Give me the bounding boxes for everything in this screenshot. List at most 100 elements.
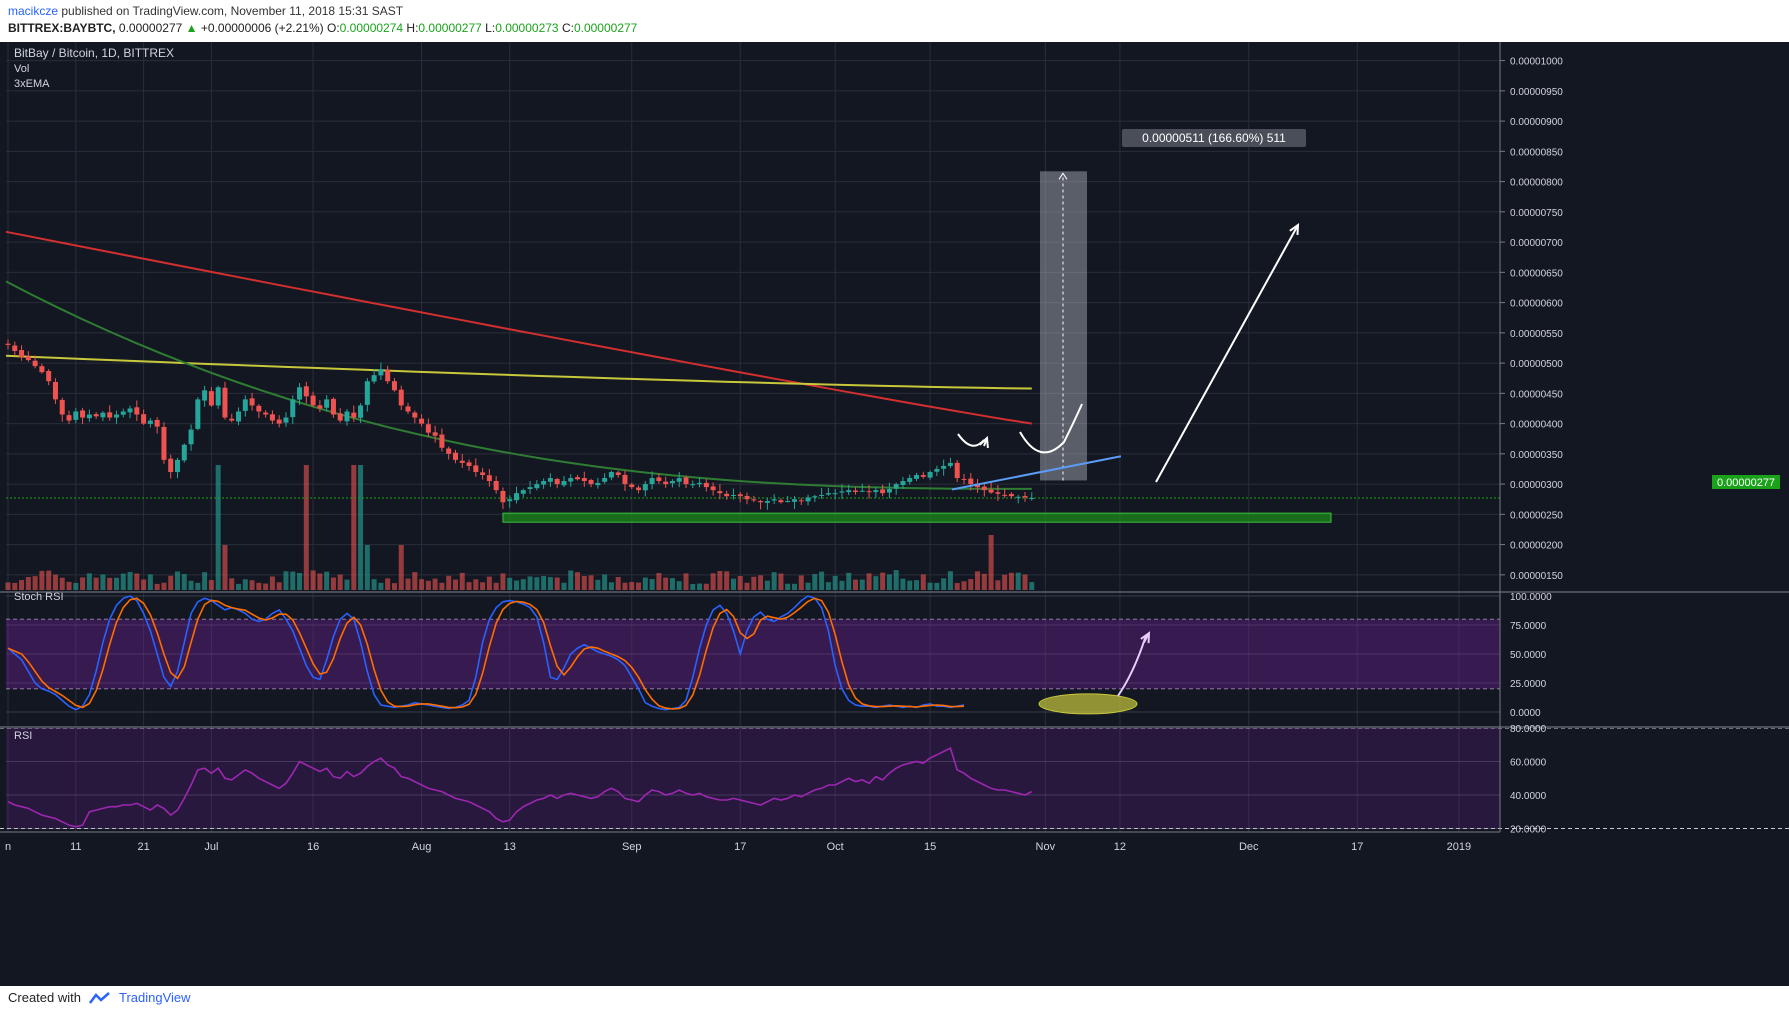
author-link[interactable]: macikcze (8, 4, 59, 18)
y-tick-label: 0.00000400 (1510, 420, 1563, 431)
candle-body (798, 500, 804, 502)
volume-bar (602, 574, 608, 590)
volume-bar (202, 572, 208, 590)
volume-bar (446, 575, 452, 590)
volume-bar (778, 573, 784, 590)
rsi-line (7, 746, 1033, 828)
ema-lines (5, 230, 1500, 499)
candle-body (724, 493, 730, 497)
candle-body (941, 465, 947, 469)
volume-bar (514, 580, 519, 590)
volume-bar (703, 583, 709, 590)
volume-bar (541, 576, 547, 590)
candle-body (893, 484, 899, 489)
candle-body (473, 465, 479, 472)
candle-body (242, 399, 248, 411)
stoch-y-label: 100.0000 (1510, 592, 1552, 603)
candle-body (866, 491, 872, 493)
rsi-title: RSI (14, 730, 32, 742)
candle-body (744, 495, 750, 500)
drawings[interactable] (951, 222, 1300, 715)
volume-bar (297, 572, 303, 590)
candle-body (5, 343, 11, 345)
candle-body (832, 493, 838, 495)
candle-body (629, 484, 635, 488)
candle-body (446, 448, 452, 454)
candle-body (39, 366, 45, 373)
volume-bar (907, 580, 913, 590)
volume-bar (927, 582, 933, 590)
volume-bar (93, 577, 99, 590)
oversold-ellipse (1038, 693, 1138, 715)
measure-tool[interactable] (1040, 171, 1087, 481)
candle-body (812, 496, 818, 498)
y-tick-label: 0.00000250 (1510, 510, 1563, 521)
volume-bar (439, 582, 445, 590)
candle-body (181, 444, 187, 461)
candle-body (229, 418, 235, 421)
volume-bars (5, 465, 1035, 590)
stoch-d-line (7, 597, 965, 710)
volume-bar (941, 578, 947, 590)
candle-body (364, 381, 370, 405)
volume-bar (920, 574, 926, 590)
open-label: O: (327, 21, 340, 35)
candle-body (466, 462, 472, 466)
volume-bar (351, 465, 357, 590)
trading-chart[interactable]: n 11 21 Jul 16 Aug 13 Sep 17 Oct 15 Nov 12 Dec 17 2019 0… (0, 42, 1789, 986)
volume-bar (547, 577, 553, 590)
target-arrow (1155, 224, 1299, 483)
candle-body (846, 490, 852, 493)
volume-bar (215, 465, 221, 590)
candle-body (127, 408, 133, 413)
volume-bar (676, 581, 682, 590)
volume-bar (663, 577, 669, 590)
volume-bar (751, 576, 757, 590)
y-tick-label: 0.00000950 (1510, 87, 1563, 98)
volume-bar (12, 582, 18, 590)
volume-bar (629, 581, 635, 590)
volume-bar (622, 582, 628, 590)
footer-brand[interactable]: TradingView (118, 990, 191, 1005)
candle-body (378, 369, 384, 376)
candle-body (344, 411, 350, 422)
x-tick-label: 17 (1351, 841, 1363, 853)
publish-info: published on TradingView.com, November 1… (61, 4, 404, 18)
candle-body (486, 475, 492, 482)
volume-bar (466, 582, 472, 590)
candle-body (907, 478, 913, 482)
candle-body (391, 381, 397, 391)
candle-body (93, 414, 99, 417)
current-price-tag: 0.00000277 (1712, 475, 1780, 489)
volume-bar (39, 570, 45, 590)
candle-body (202, 390, 208, 401)
volume-bar (398, 545, 404, 590)
volume-bar (364, 545, 370, 590)
candle-body (419, 418, 425, 424)
volume-bar (452, 579, 458, 590)
candle-body (385, 369, 391, 382)
volume-bar (805, 582, 811, 590)
low-label: L: (485, 21, 496, 35)
candle-body (52, 381, 58, 400)
volume-bar (25, 577, 31, 590)
volume-bar (276, 582, 282, 590)
volume-bar (391, 583, 397, 590)
candle-body (215, 387, 221, 406)
support-zone[interactable] (502, 512, 1332, 523)
y-tick-label: 0.00001000 (1510, 57, 1563, 68)
candle-body (771, 499, 777, 501)
volume-bar (934, 582, 940, 590)
candle-body (683, 477, 689, 485)
rsi-y-label: 80.0000 (1510, 724, 1547, 735)
price-change: +0.00000006 (+2.21%) (200, 21, 324, 35)
candle-body (1008, 493, 1014, 497)
volume-bar (371, 579, 377, 590)
candle-body (920, 475, 926, 477)
grid (0, 42, 1789, 832)
stoch-y-label: 75.0000 (1510, 621, 1547, 632)
volume-bar (59, 577, 65, 590)
volume-bar (791, 583, 797, 590)
volume-bar (303, 465, 309, 590)
volume-bar (812, 574, 818, 590)
